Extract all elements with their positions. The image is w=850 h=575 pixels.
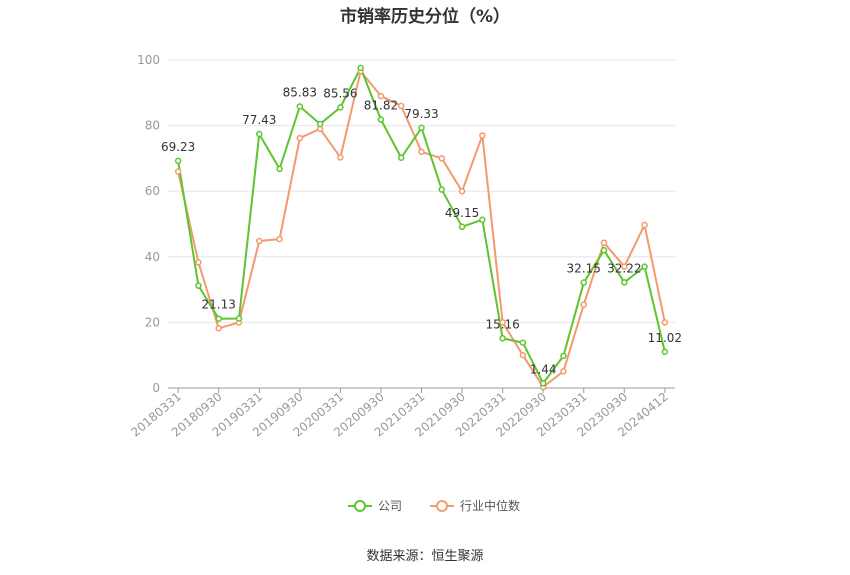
company-point — [600, 246, 608, 254]
industry-median-point — [621, 263, 628, 270]
industry-median-point — [337, 154, 344, 161]
company-point — [661, 348, 669, 356]
data-label: 15.16 — [485, 317, 519, 331]
data-label: 85.56 — [323, 86, 357, 100]
industry-median-point — [438, 155, 446, 162]
company-point — [316, 120, 324, 128]
data-source-note: 数据来源：恒生聚源 — [366, 549, 484, 564]
data-label: 1.44 — [530, 362, 557, 376]
industry-median-point — [296, 134, 304, 142]
industry-median-point — [580, 301, 587, 308]
industry-median-point — [499, 319, 506, 326]
company-point — [337, 104, 344, 111]
industry-median-point — [256, 237, 263, 245]
company-point — [580, 279, 587, 286]
data-label: 81.82 — [364, 99, 398, 113]
industry-median-point — [600, 239, 608, 246]
industry-median-point — [519, 351, 527, 359]
y-tick-label: 80 — [145, 119, 160, 133]
company-point — [296, 103, 304, 110]
data-label: 69.23 — [161, 140, 195, 154]
company-point — [641, 263, 648, 270]
legend: 公司 行业中位数 — [348, 498, 520, 513]
company-point — [621, 279, 628, 286]
company-point — [397, 154, 405, 161]
company-point — [458, 223, 466, 231]
legend-swatch-marker — [436, 500, 448, 512]
industry-median-point — [397, 102, 405, 110]
industry-median-point — [641, 221, 648, 229]
company-point — [357, 64, 364, 72]
industry-median-point — [377, 92, 385, 100]
company-point — [560, 352, 567, 360]
chart-title: 市销率历史分位（%） — [339, 7, 511, 27]
data-label: 85.83 — [283, 85, 317, 99]
industry-median-point — [418, 148, 425, 156]
industry-median-point — [458, 187, 466, 195]
company-point — [174, 157, 182, 165]
y-tick-label: 60 — [145, 184, 160, 198]
y-tick-label: 0 — [152, 381, 160, 395]
company-point — [377, 116, 385, 123]
industry-median-point — [560, 368, 567, 375]
legend-swatch-marker — [354, 500, 366, 512]
data-label: 77.43 — [242, 113, 276, 127]
data-label: 32.22 — [607, 261, 641, 275]
company-point — [235, 315, 243, 322]
company-point — [438, 186, 446, 193]
company-point — [499, 335, 506, 342]
y-tick-label: 100 — [137, 53, 160, 67]
data-label: 32.15 — [567, 262, 601, 276]
data-label: 11.02 — [648, 331, 682, 345]
industry-median-point — [195, 259, 202, 266]
company-point — [418, 124, 425, 132]
company-point — [195, 282, 202, 289]
company-point — [539, 380, 547, 387]
data-label: 79.33 — [404, 107, 438, 121]
company-point — [479, 216, 486, 223]
company-point — [256, 130, 263, 138]
data-label: 49.15 — [445, 206, 479, 220]
industry-median-point — [276, 235, 283, 243]
y-tick-label: 20 — [145, 315, 160, 329]
company-point — [276, 165, 283, 173]
industry-median-point — [661, 319, 669, 326]
company-point — [519, 339, 527, 346]
company-point — [215, 315, 222, 322]
industry-median-point — [174, 168, 182, 175]
industry-median-point — [479, 132, 486, 139]
legend-label: 公司 — [378, 499, 402, 513]
industry-median-point — [215, 325, 222, 332]
legend-label: 行业中位数 — [460, 498, 520, 513]
data-label: 21.13 — [202, 298, 236, 312]
y-tick-label: 40 — [145, 250, 160, 264]
